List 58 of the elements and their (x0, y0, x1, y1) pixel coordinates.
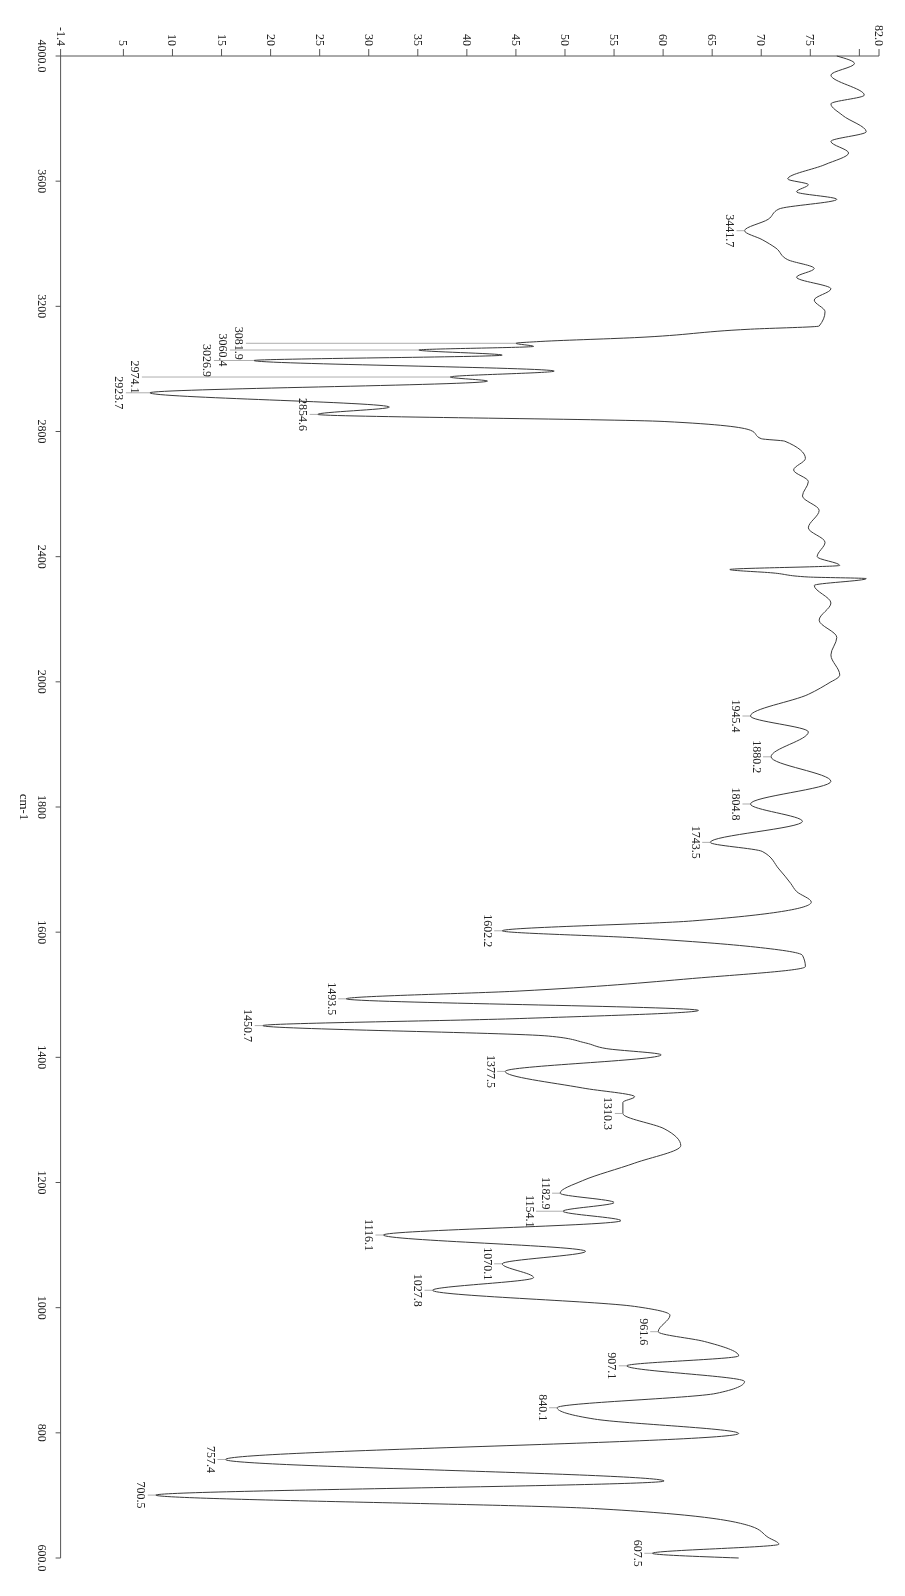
x-tick-label: -1.4 (53, 27, 68, 46)
annotation: 1182.9 (538, 1176, 553, 1210)
x-tick-label: 25 (312, 34, 327, 46)
y-tick-label: 2000 (34, 669, 49, 694)
x-tick-label: 45 (508, 34, 523, 46)
x-tick-label: 50 (557, 34, 572, 46)
annotation: 1377.5 (483, 1054, 498, 1088)
annotation: 1070.1 (480, 1247, 495, 1281)
y-tick-label: 2800 (34, 419, 49, 444)
annotation: 1602.2 (480, 914, 495, 948)
annotation: 2854.6 (296, 397, 311, 431)
x-tick-label: 10 (165, 34, 180, 46)
annotation: 1880.2 (749, 740, 764, 774)
annotation: 961.6 (636, 1318, 651, 1346)
y-tick-label: 3600 (34, 169, 49, 194)
x-tick-label: 40 (459, 34, 474, 46)
annotation: 3060.4 (216, 333, 231, 367)
annotation: 607.5 (630, 1539, 645, 1567)
annotation: 2974.1 (128, 360, 143, 394)
annotation: 1804.8 (728, 787, 743, 821)
y-tick-label: 3200 (34, 294, 49, 319)
annotation: 3026.9 (200, 344, 215, 377)
annotation: 840.1 (535, 1394, 550, 1422)
annotation: 1493.5 (324, 982, 339, 1016)
x-tick-label: 5 (116, 40, 131, 46)
x-tick-label: 60 (656, 34, 671, 46)
y-tick-label: 1200 (34, 1170, 49, 1195)
annotation: 1310.3 (601, 1096, 616, 1130)
x-tick-label: 70 (754, 34, 769, 46)
x-tick-label: 35 (410, 34, 425, 46)
x-tick-label: 20 (263, 34, 278, 46)
annotation: 1450.7 (241, 1009, 256, 1043)
annotation: 1116.1 (361, 1218, 376, 1252)
y-tick-label: 1800 (34, 795, 49, 819)
annotation: 3441.7 (723, 214, 738, 248)
y-tick-label: 1600 (34, 920, 49, 945)
annotation: 1154.1 (522, 1194, 537, 1228)
y-tick-label: 1000 (34, 1295, 49, 1320)
y-tick-label: 800 (34, 1423, 49, 1442)
annotation: 2923.7 (112, 376, 127, 410)
annotation: 700.5 (134, 1481, 149, 1509)
x-tick-label: 30 (361, 34, 376, 46)
y-tick-label: 2400 (34, 544, 49, 569)
x-tick-label: 55 (607, 34, 622, 46)
annotation: 3081.9 (232, 326, 247, 360)
y-tick-label: 4000.0 (34, 39, 49, 73)
x-tick-label: 15 (214, 34, 229, 46)
x-tick-label: 65 (705, 34, 720, 46)
x-tick-label: 75 (803, 34, 818, 46)
annotation: 907.1 (605, 1352, 620, 1380)
annotation: 1743.5 (688, 825, 703, 859)
y-tick-label: 1400 (34, 1045, 49, 1070)
y-axis-title: cm-1 (16, 793, 32, 821)
annotation: 757.4 (203, 1445, 218, 1473)
y-tick-label: 600.0 (34, 1544, 49, 1572)
annotation: 1027.8 (411, 1273, 426, 1307)
x-tick-label: 82.0 (872, 25, 886, 46)
annotation: 1945.4 (728, 699, 743, 733)
